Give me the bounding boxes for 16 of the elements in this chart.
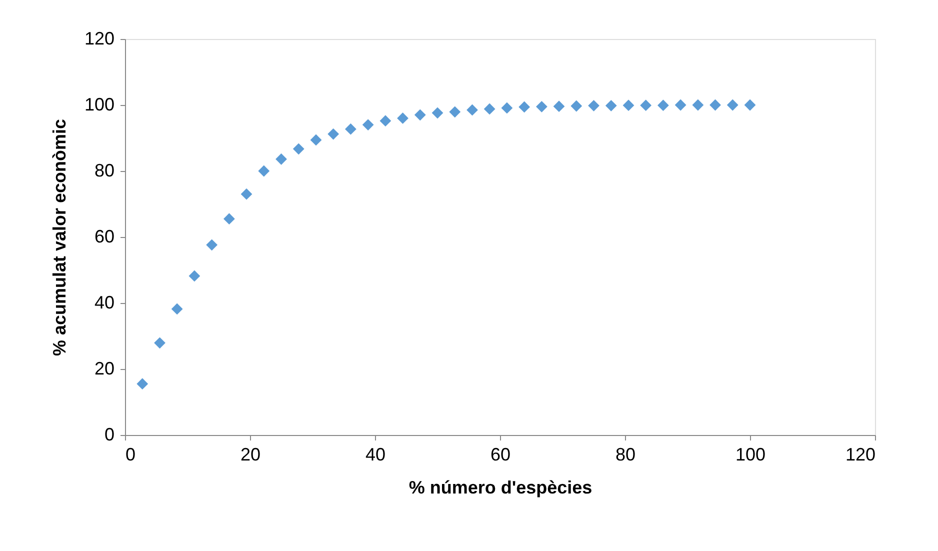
y-tick-label: 80	[94, 160, 114, 180]
x-tick-label: 100	[735, 444, 766, 464]
x-tick-label: 60	[490, 444, 511, 464]
y-tick-label: 60	[94, 226, 114, 246]
x-tick-label: 20	[240, 444, 261, 464]
x-tick-label: 40	[365, 444, 386, 464]
y-tick-label: 20	[94, 358, 114, 378]
y-tick-label: 40	[94, 292, 114, 312]
x-tick-label: 0	[126, 444, 136, 464]
y-tick-label: 0	[104, 424, 114, 444]
x-tick-label: 120	[845, 444, 876, 464]
y-tick-label: 120	[84, 28, 114, 48]
y-tick-label: 100	[84, 94, 114, 114]
x-tick-label: 80	[615, 444, 636, 464]
y-axis-title: % acumulat valor econòmic	[49, 118, 70, 356]
x-axis-title: % número d'espècies	[408, 478, 592, 498]
